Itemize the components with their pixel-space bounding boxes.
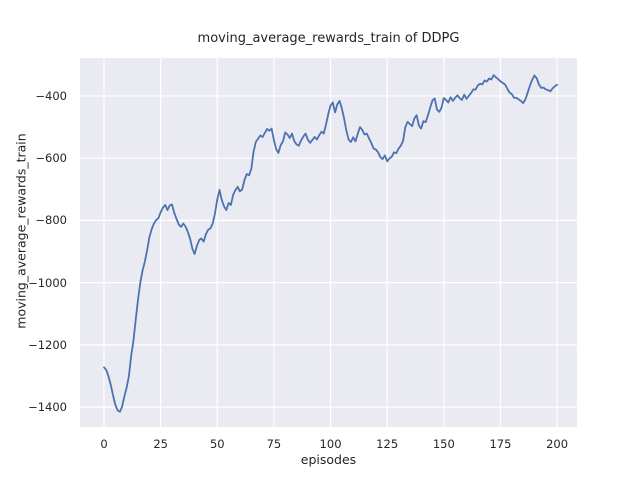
x-tick-label: 75 [266,437,282,451]
x-tick-labels: 0 25 50 75 100 125 150 175 200 [0,437,640,453]
y-tick-label: −600 [35,151,67,166]
x-tick-label: 150 [432,437,455,451]
y-tick-label: −1200 [28,337,67,352]
chart-title: moving_average_rewards_train of DDPG [197,31,460,46]
x-tick-label: 100 [319,437,342,451]
reward-line [103,74,558,413]
x-tick-label: 25 [153,437,168,451]
x-tick-label: 200 [546,437,569,451]
x-tick-label: 125 [376,437,399,451]
y-tick-label: −1400 [28,400,67,415]
x-axis-label: episodes [300,452,357,467]
x-tick-label: 0 [100,437,108,451]
y-tick-label: −800 [35,213,67,228]
x-tick-label: 50 [209,437,225,451]
x-tick-label: 175 [489,437,512,451]
plot-area [80,58,577,427]
y-tick-label: −1000 [28,275,67,290]
y-tick-label: −400 [35,88,67,103]
y-tick-labels: −400 −600 −800 −1000 −1200 −1400 [0,0,67,480]
